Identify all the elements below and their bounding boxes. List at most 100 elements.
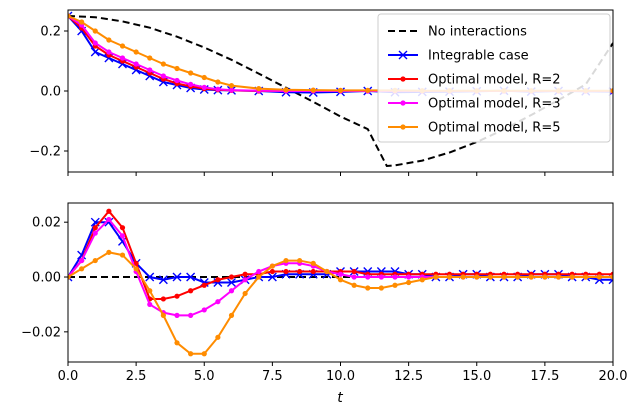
point-r5 (596, 274, 602, 280)
point-r2 (188, 288, 194, 294)
point-r5 (433, 274, 439, 280)
point-r5 (446, 274, 453, 280)
x-tick-label: 15.0 (462, 369, 491, 384)
point-r2 (92, 225, 98, 231)
point-r5 (92, 28, 98, 34)
series-line-r2 (68, 209, 613, 300)
point-r3 (256, 268, 262, 275)
point-r5 (256, 274, 262, 280)
point-r3 (378, 274, 384, 280)
point-r5 (365, 285, 371, 291)
point-r5 (269, 263, 275, 269)
point-r2 (215, 277, 221, 283)
point-r5 (160, 312, 166, 318)
point-r5 (474, 274, 480, 280)
x-tick-label: 20.0 (599, 369, 628, 384)
x-tick-label: 5.0 (194, 369, 215, 384)
point-r5 (119, 43, 126, 49)
point-integrable (267, 272, 277, 282)
point-r5 (174, 65, 180, 72)
point-r2 (174, 293, 180, 299)
x-tick-label: 0.0 (58, 369, 79, 384)
y-tick-label: 0.02 (32, 216, 61, 231)
point-r3 (119, 233, 126, 239)
series-line-no_interactions (68, 15, 613, 168)
point-r5 (610, 274, 613, 280)
point-r3 (147, 67, 153, 73)
point-r2 (242, 271, 248, 277)
point-r5 (68, 13, 71, 19)
point-r5 (68, 274, 71, 280)
legend-label-r3: Optimal model, R=3 (428, 97, 561, 112)
point-r5 (119, 252, 126, 258)
plot-frame (67, 202, 614, 363)
point-r2 (133, 260, 139, 266)
bottom-panel: −0.020.000.020.0 2.5 5.0 7.5 10.0 12.5 15.0 17.… (21, 202, 628, 384)
point-r5 (147, 55, 153, 61)
point-r5 (487, 274, 493, 280)
point-r5 (460, 274, 466, 280)
point-r2 (160, 296, 166, 302)
point-r5 (310, 87, 316, 93)
x-axis-label: t (337, 390, 343, 406)
point-r2 (310, 268, 316, 275)
point-r3 (201, 307, 207, 313)
point-r3 (174, 77, 180, 84)
point-r5 (215, 79, 221, 85)
point-r5 (337, 87, 344, 93)
point-r2 (269, 268, 275, 275)
point-r3 (92, 40, 98, 46)
point-r5 (160, 61, 166, 67)
point-r3 (215, 86, 221, 92)
point-r5 (297, 257, 303, 264)
point-r2 (228, 274, 235, 280)
y-tick-label: 0.2 (40, 25, 61, 40)
point-r3 (228, 87, 235, 93)
x-tick-label: 2.5 (126, 369, 147, 384)
point-r3 (215, 299, 221, 305)
point-r5 (215, 334, 221, 340)
point-r5 (242, 290, 248, 297)
point-r5 (256, 86, 262, 92)
point-r5 (106, 37, 112, 43)
point-r3 (160, 73, 166, 79)
point-r5 (106, 249, 112, 255)
point-r5 (378, 285, 384, 291)
x-tick-label: 7.5 (262, 369, 283, 384)
point-r5 (133, 49, 139, 55)
point-r5 (188, 70, 194, 76)
point-r3 (406, 274, 412, 280)
legend-label-integrable: Integrable case (428, 49, 529, 64)
point-r3 (337, 271, 344, 277)
point-r5 (310, 260, 316, 266)
point-r3 (201, 84, 207, 90)
point-r5 (542, 274, 548, 280)
point-r3 (365, 274, 371, 280)
legend-label-no_interactions: No interactions (428, 25, 527, 40)
y-tick-label: −0.2 (29, 145, 61, 160)
point-r5 (419, 277, 425, 283)
point-r5 (610, 88, 613, 94)
point-r5 (501, 274, 507, 280)
point-r5 (79, 266, 85, 272)
point-r5 (365, 87, 371, 93)
point-r5 (228, 312, 235, 318)
legend-marker-r3 (400, 100, 406, 106)
point-integrable (104, 217, 114, 227)
point-r2 (351, 268, 357, 275)
point-r5 (324, 268, 330, 275)
point-r5 (79, 19, 85, 25)
point-r3 (79, 257, 85, 264)
legend-label-r5: Optimal model, R=5 (428, 121, 561, 136)
point-r5 (583, 274, 589, 280)
point-r5 (201, 74, 207, 81)
legend-label-r2: Optimal model, R=2 (428, 73, 561, 88)
point-r5 (528, 274, 534, 280)
point-integrable (186, 272, 196, 282)
point-r3 (242, 277, 248, 283)
plot-area (68, 208, 613, 357)
point-r3 (106, 216, 112, 223)
point-r5 (201, 351, 207, 357)
point-r3 (119, 55, 126, 61)
point-r5 (392, 282, 398, 288)
